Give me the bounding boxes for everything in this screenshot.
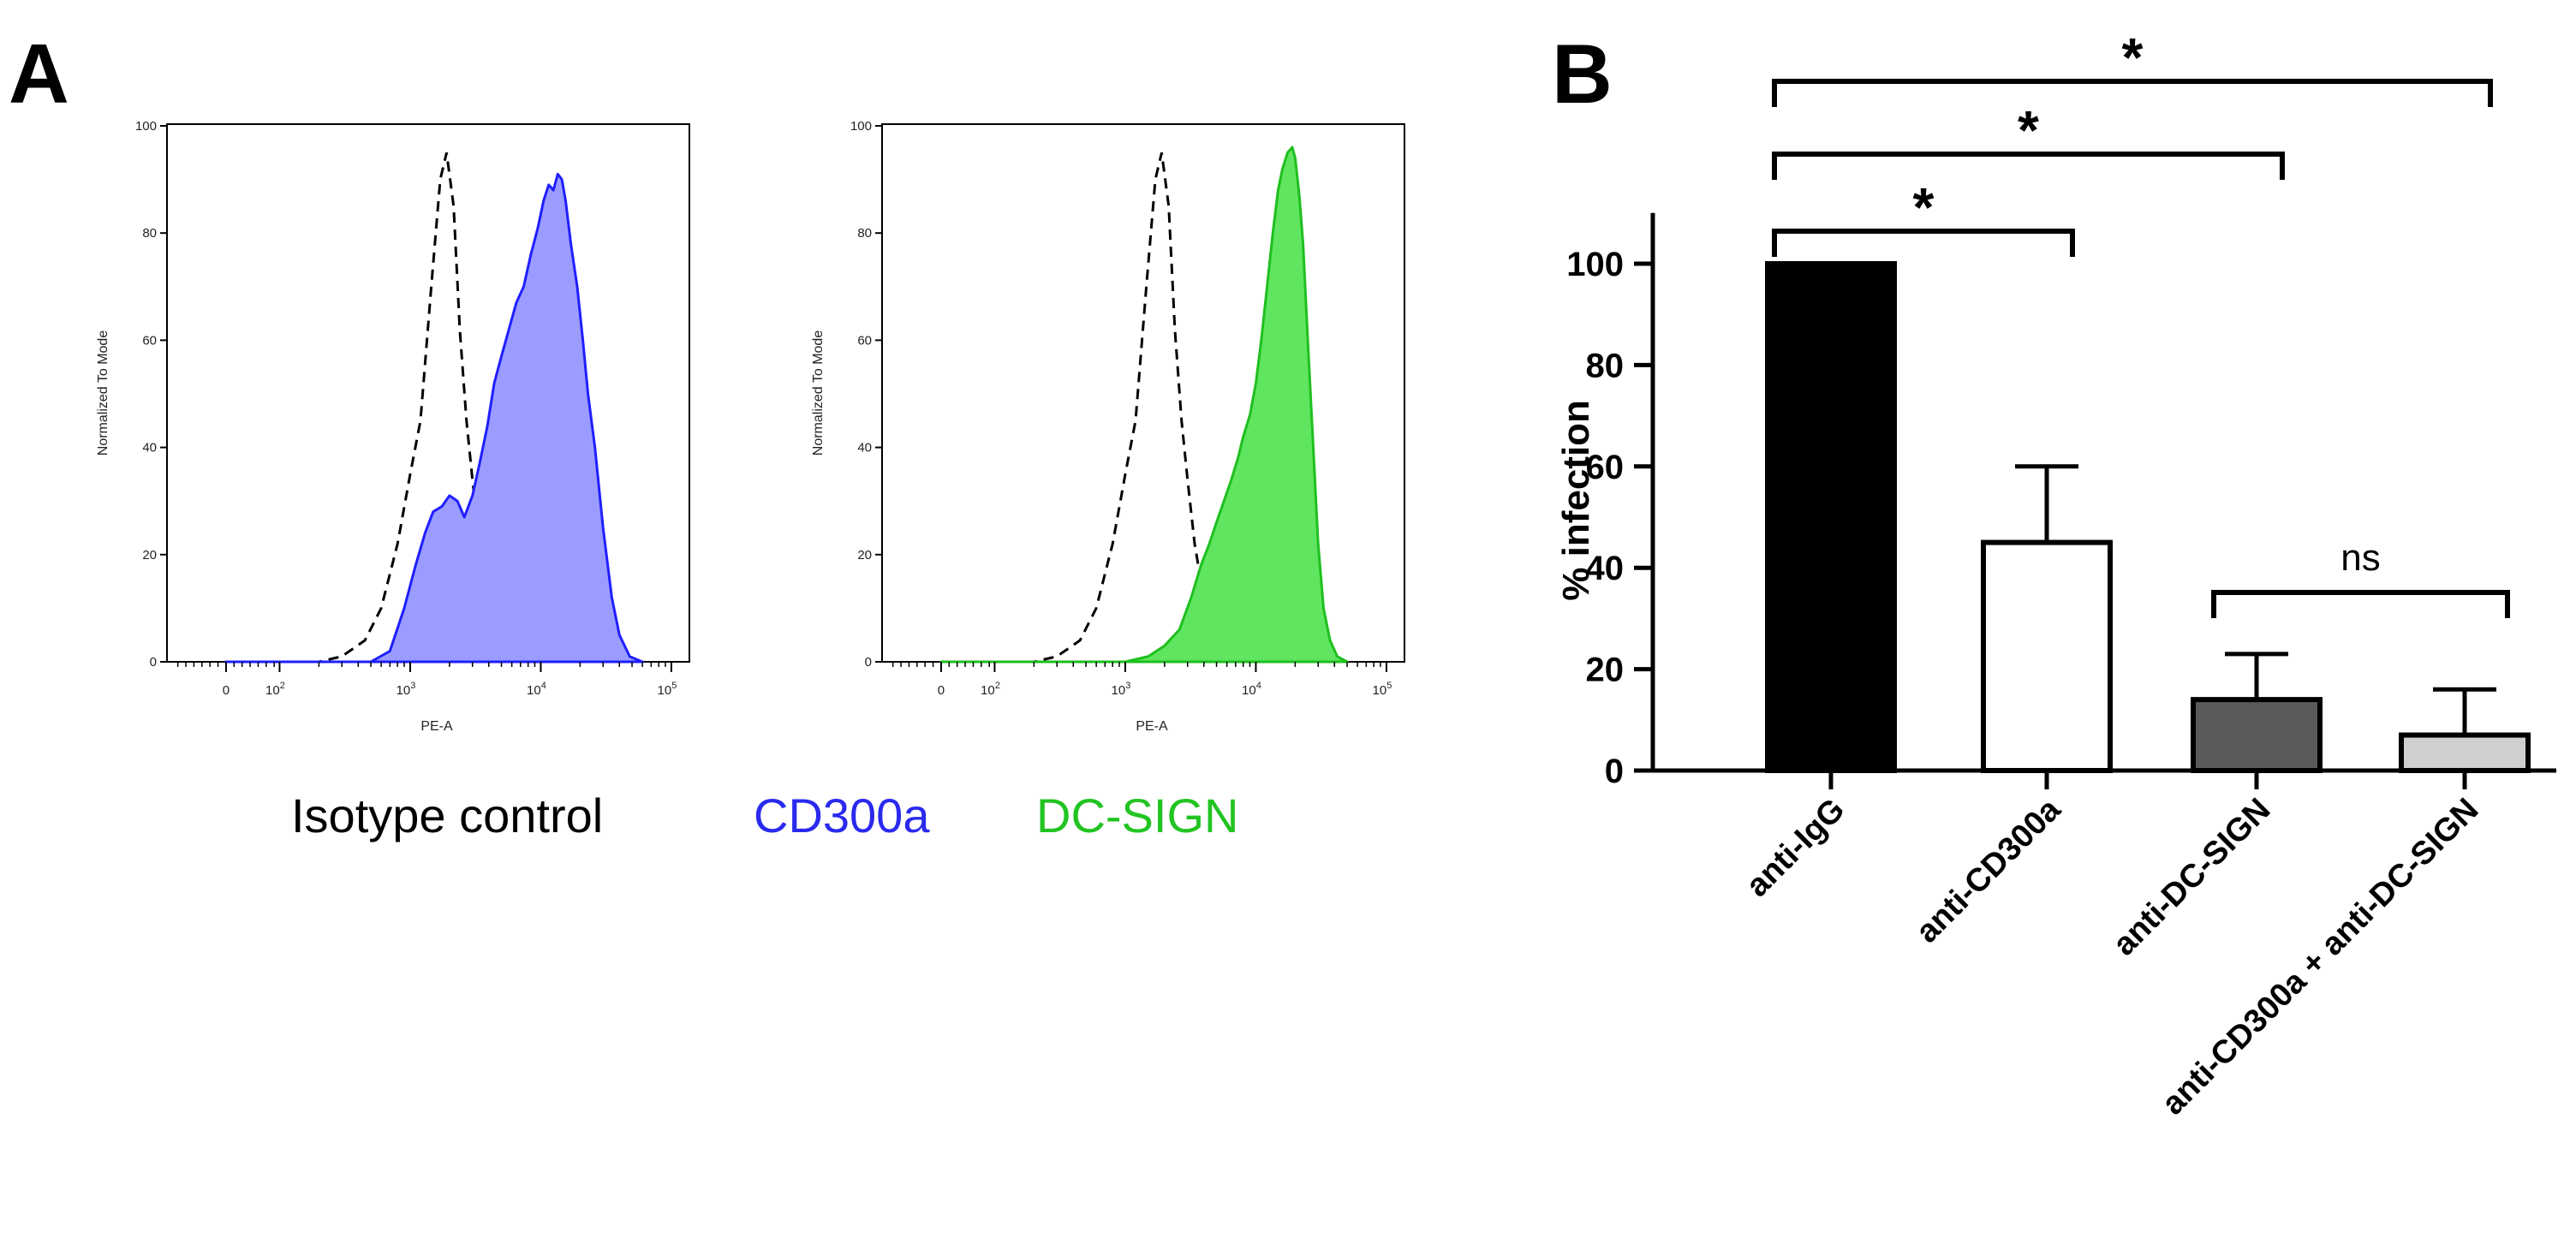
- panel-b-letter: B: [1552, 27, 1613, 121]
- bar-category-label: anti-DC-SIGN: [2106, 792, 2277, 963]
- significance-bracket: [2211, 590, 2510, 618]
- hist2-ytick-label: 20: [857, 548, 872, 562]
- histogram-dc-sign: 0 20 40 60 80 100 0 102 103 104 105 PE-A Normalized …: [811, 119, 1405, 734]
- hist1-series-filled: [224, 172, 644, 664]
- hist1-xtick-label: 105: [658, 681, 677, 698]
- hist2-plot-frame: [881, 123, 1405, 663]
- bar-2: [2191, 697, 2323, 773]
- significance-bracket: [1772, 229, 2075, 257]
- hist1-xtick-label: 102: [265, 681, 285, 698]
- panel-a-letter: A: [9, 27, 69, 121]
- hist2-xtick-label: 103: [1112, 681, 1131, 698]
- bar-ytick-label: 20: [1586, 652, 1625, 689]
- hist1-yaxis-label: Normalized To Mode: [96, 330, 110, 456]
- bar-ytick-label: 40: [1586, 550, 1625, 587]
- significance-label: *: [2018, 99, 2039, 161]
- hist2-xtick-label: 105: [1373, 681, 1392, 698]
- hist2-ytick-label: 40: [857, 441, 872, 455]
- hist2-xtick-label: 104: [1242, 681, 1261, 698]
- hist2-xtick-label: 0: [938, 683, 945, 698]
- hist1-ytick-label: 60: [142, 333, 157, 348]
- hist2-ytick-label: 60: [857, 333, 872, 348]
- significance-label: *: [1913, 176, 1935, 238]
- bar-ytick-label: 100: [1566, 246, 1624, 283]
- bar-ytick-label: 60: [1586, 449, 1625, 486]
- hist1-xtick-label: 0: [223, 683, 230, 698]
- bar-1: [1981, 539, 2113, 773]
- legend-dc-sign: DC-SIGN: [1036, 789, 1238, 842]
- hist2-series-filled: [939, 146, 1349, 664]
- hist2-ytick-label: 80: [857, 226, 872, 241]
- bar-yaxis-label: % infection: [1555, 400, 1597, 601]
- hist1-xaxis-label: PE-A: [420, 719, 453, 734]
- histogram-cd300a: 0 20 40 60 80 100 0 102 103 104 105 PE-A Normalized …: [96, 119, 690, 734]
- bar-3: [2399, 732, 2531, 773]
- hist2-ytick-label: 100: [850, 119, 872, 134]
- bar-category-label: anti-CD300a: [1909, 791, 2068, 950]
- significance-bracket: [1772, 79, 2493, 107]
- hist1-xtick-label: 103: [397, 681, 416, 698]
- hist1-ytick-label: 100: [135, 119, 157, 134]
- hist1-ytick-label: 40: [142, 441, 157, 455]
- bar-category-label: anti-IgG: [1739, 792, 1852, 904]
- bar-0: [1765, 261, 1897, 773]
- significance-label: ns: [2340, 537, 2380, 579]
- bar-chart-infection: 0 20 40 60 80 100 % infection anti-IgG anti-CD30…: [1555, 27, 2556, 1122]
- bar-ytick-label: 0: [1605, 753, 1624, 790]
- legend-cd300a: CD300a: [754, 789, 930, 842]
- legend-isotype-control: Isotype control: [291, 789, 603, 842]
- significance-label: *: [2122, 27, 2144, 88]
- hist2-yaxis-label: Normalized To Mode: [811, 330, 826, 456]
- hist1-xtick-label: 104: [527, 681, 546, 698]
- hist1-ytick-label: 80: [142, 226, 157, 241]
- hist1-ytick-label: 20: [142, 548, 157, 562]
- hist2-ytick-label: 0: [865, 655, 872, 670]
- significance-bracket: [1772, 152, 2285, 180]
- hist2-xaxis-label: PE-A: [1136, 719, 1168, 734]
- hist2-xtick-label: 102: [981, 681, 1000, 698]
- hist1-ytick-label: 0: [150, 655, 157, 670]
- bar-ytick-label: 80: [1586, 347, 1625, 384]
